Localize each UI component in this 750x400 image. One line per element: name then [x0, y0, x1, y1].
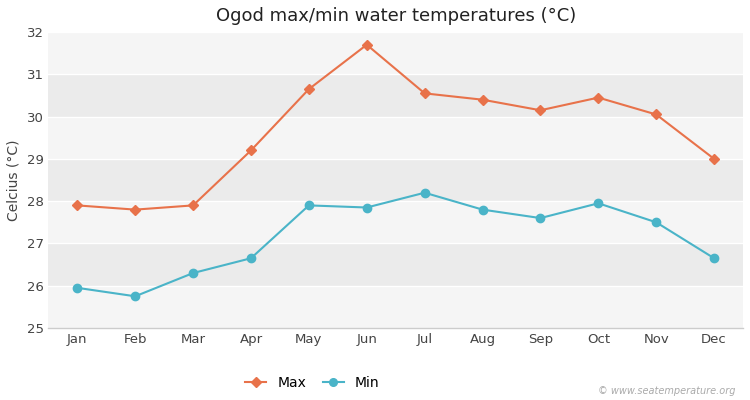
Text: © www.seatemperature.org: © www.seatemperature.org — [598, 386, 735, 396]
Min — [130, 294, 140, 299]
Min — [536, 216, 545, 220]
Y-axis label: Celcius (°C): Celcius (°C) — [7, 139, 21, 221]
Bar — [48, 286, 743, 328]
Bar — [48, 74, 743, 117]
Min — [420, 190, 429, 195]
Min — [304, 203, 313, 208]
Max — [247, 148, 256, 153]
Legend: Max, Min: Max, Min — [240, 370, 385, 396]
Min — [594, 201, 603, 206]
Title: Ogod max/min water temperatures (°C): Ogod max/min water temperatures (°C) — [215, 7, 576, 25]
Min — [652, 220, 661, 225]
Min — [478, 207, 487, 212]
Max — [536, 108, 545, 113]
Max — [188, 203, 197, 208]
Max — [73, 203, 82, 208]
Max — [304, 87, 313, 92]
Min — [73, 286, 82, 290]
Bar — [48, 244, 743, 286]
Max — [362, 42, 371, 47]
Min — [362, 205, 371, 210]
Max — [130, 207, 140, 212]
Line: Min: Min — [74, 188, 718, 300]
Max — [478, 97, 487, 102]
Min — [710, 256, 718, 261]
Bar — [48, 159, 743, 201]
Bar — [48, 201, 743, 244]
Bar — [48, 32, 743, 74]
Min — [247, 256, 256, 261]
Min — [188, 271, 197, 276]
Max — [710, 156, 718, 161]
Max — [652, 112, 661, 117]
Max — [420, 91, 429, 96]
Max — [594, 95, 603, 100]
Bar — [48, 117, 743, 159]
Line: Max: Max — [74, 41, 718, 214]
